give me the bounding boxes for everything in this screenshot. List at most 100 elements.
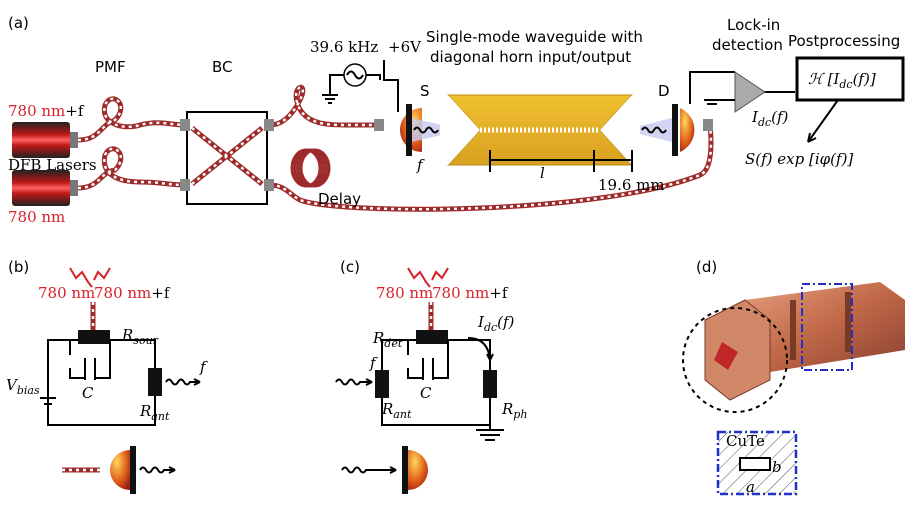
circuit-c [381, 339, 504, 441]
beams [407, 267, 449, 288]
horn-out [600, 95, 640, 165]
freq-label: f [369, 354, 378, 372]
shape [845, 292, 851, 352]
material-label: CuTe [726, 432, 765, 450]
shape [714, 342, 738, 370]
laser [12, 170, 70, 206]
text-part: dc [839, 78, 852, 91]
postprocessing-label: Postprocessing [788, 32, 900, 50]
bc-label: BC [212, 58, 233, 76]
beam-left: 780 nm [376, 284, 433, 302]
text-part: I [751, 108, 759, 126]
antenna-resistor [375, 370, 389, 398]
panel-label: (b) [8, 258, 29, 276]
source-plate [406, 104, 412, 156]
bias-wires [322, 60, 399, 112]
current-label: Idc(f) [751, 108, 789, 129]
voltage-label: +6V [388, 38, 422, 56]
freq-label: f [199, 358, 208, 376]
text-part: R [381, 400, 393, 418]
r-photo: Rph [501, 400, 527, 421]
fibers [77, 84, 714, 212]
text-part: ph [513, 408, 527, 421]
panel-label: (d) [696, 258, 717, 276]
shape [77, 147, 186, 190]
r-antenna: Rant [139, 402, 170, 423]
v-bias: Vbias [6, 376, 40, 397]
text-part: 780 nm [94, 284, 151, 302]
output-arrow [807, 99, 839, 143]
text-part: R [139, 402, 151, 420]
channel-section [739, 457, 771, 471]
zoom-circle [682, 307, 788, 413]
frequency-label: 39.6 kHz [310, 38, 378, 56]
detector-dome [408, 450, 428, 490]
shape [801, 283, 853, 371]
shape [180, 179, 190, 191]
detector-plate [402, 446, 408, 494]
output-label: S(f) exp [iφ(f)] [745, 150, 853, 168]
panel-label: (c) [340, 258, 360, 276]
beam-left: 780 nm [38, 284, 95, 302]
waveguide-photo [704, 282, 905, 401]
shape [299, 148, 331, 188]
laser-bottom-label: 780 nm [8, 208, 65, 226]
incoming-wave [335, 378, 373, 386]
antenna-resistor [148, 368, 162, 396]
wave [413, 126, 439, 134]
source-label: S [420, 82, 430, 100]
shape [77, 96, 186, 143]
horn-length: 19.6 mm [598, 176, 665, 194]
sine [346, 70, 364, 80]
text-part: R [372, 329, 384, 347]
connectors [180, 119, 713, 191]
dimension-lines [489, 150, 633, 172]
text-part: ant [393, 408, 412, 421]
delay-coil [290, 148, 331, 188]
text-part: +f [65, 102, 85, 120]
text-part: (f)] [853, 70, 876, 88]
lockin-label: Lock-in [727, 16, 780, 34]
delay-label: Delay [318, 190, 361, 208]
horn-in [440, 95, 480, 165]
text-part: (f) [771, 108, 788, 126]
circuit-b [40, 339, 156, 426]
length-label: l [540, 164, 545, 182]
photo-resistor [483, 370, 497, 398]
r-antenna: Rant [381, 400, 412, 421]
text-part: dc [484, 321, 497, 334]
capacitor-label: C [420, 384, 432, 402]
laser-port [70, 132, 78, 148]
beam-right: 780 nm+f [94, 284, 171, 302]
laser [12, 122, 70, 158]
text-part: bias [17, 384, 40, 397]
text-part: sour [133, 334, 158, 347]
detector-label: D [658, 82, 670, 100]
shape [269, 124, 713, 211]
wave [641, 126, 667, 134]
dim-b: b [772, 458, 782, 476]
text-part: ant [151, 410, 170, 423]
r-source: Rsour [121, 326, 159, 347]
incoming-wave [341, 466, 397, 474]
lockin-label: detection [712, 36, 783, 54]
r-detector: Rdet [372, 329, 403, 350]
text-part: I [477, 313, 485, 331]
text-part: dc [758, 116, 771, 129]
amplifier [734, 71, 766, 113]
beam-right: 780 nm+f [432, 284, 509, 302]
pmf-label: PMF [95, 58, 126, 76]
source-plate [130, 446, 136, 494]
emission [412, 118, 446, 142]
text-part: +f [151, 284, 171, 302]
shape [264, 179, 274, 191]
laser-name: DFB Lasers [8, 156, 97, 174]
shape [269, 86, 380, 127]
text-part: ℋ [I [808, 70, 840, 88]
laser-top-label: 780 nm+f [8, 102, 85, 120]
text-part: (f) [497, 313, 514, 331]
beam-in [640, 118, 672, 142]
source-chip [78, 330, 110, 344]
